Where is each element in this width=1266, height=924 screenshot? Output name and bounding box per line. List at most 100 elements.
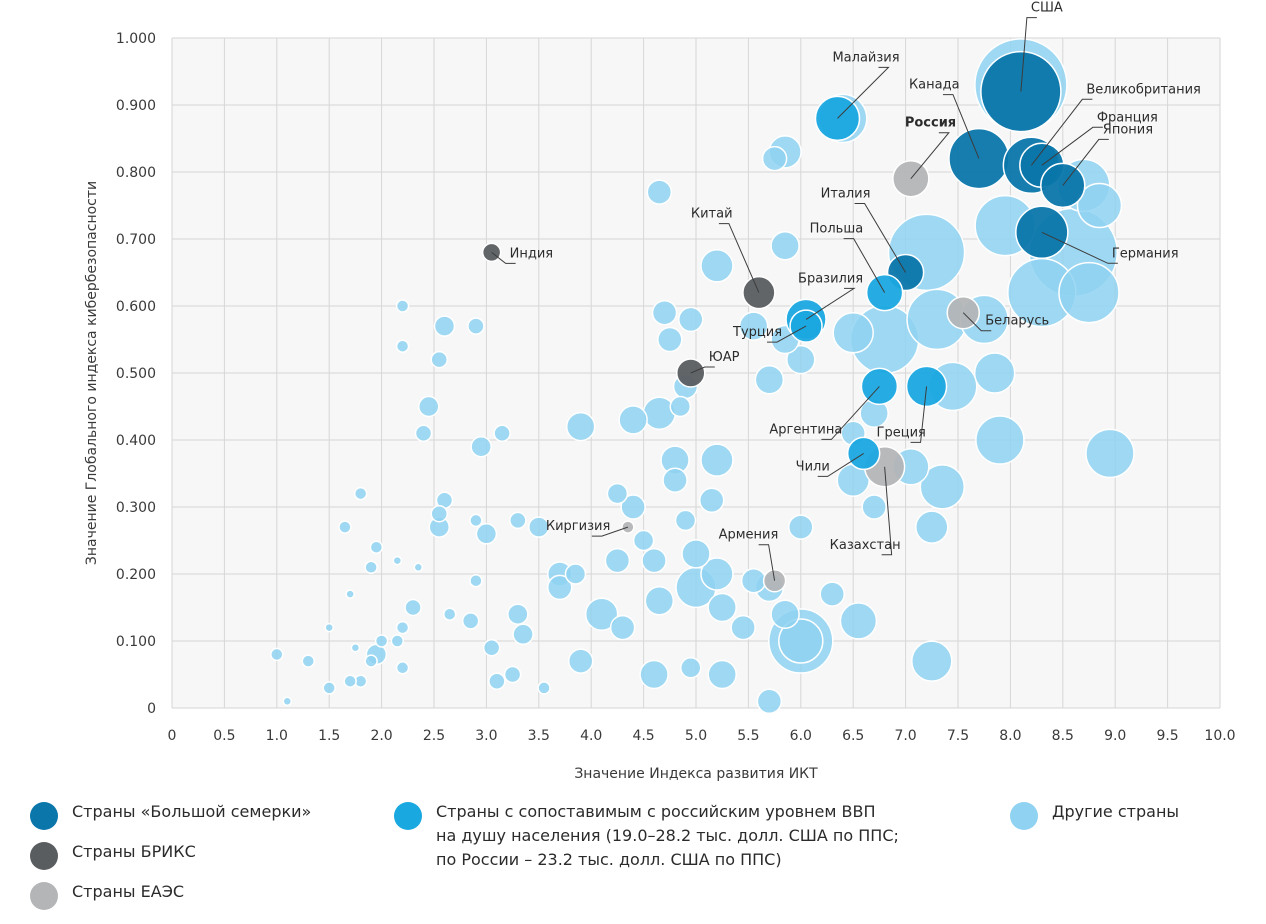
bubble-other <box>467 317 485 335</box>
x-tick-label: 9.5 <box>1156 728 1178 744</box>
bubble-other <box>469 573 483 588</box>
bubble-other <box>911 640 953 682</box>
callout-label: Россия <box>905 116 956 131</box>
bubble-other <box>754 364 785 395</box>
callout-leader <box>491 252 516 264</box>
x-tick-label: 2.5 <box>423 728 445 744</box>
callout-leader <box>881 466 893 556</box>
bubble-other <box>975 415 1025 465</box>
y-tick-label: 1.000 <box>116 31 156 47</box>
callout-leader <box>591 526 629 537</box>
bubble-other <box>778 618 824 664</box>
bubble-other <box>395 339 410 353</box>
legend-label-comparable: Страны с сопоставимым с российским уровн… <box>436 802 899 869</box>
callout-leader <box>817 452 864 477</box>
bubble-other <box>788 514 814 540</box>
callout-leader <box>1062 138 1109 186</box>
callout-label: Китай <box>691 207 733 222</box>
bubble-other <box>461 612 480 630</box>
callout-label: Малайзия <box>832 50 899 65</box>
callout-label: Германия <box>1112 246 1179 261</box>
bubble-other <box>681 539 711 569</box>
callout-label: Индия <box>510 246 553 261</box>
callout-label: Япония <box>1103 122 1153 137</box>
bubble-other <box>418 395 440 418</box>
callout-leader <box>837 66 890 119</box>
callout-leader <box>1041 231 1118 264</box>
x-tick-label: 3.0 <box>475 728 497 744</box>
bubble-other <box>915 510 949 544</box>
bubble-other <box>662 467 688 493</box>
bubble-other <box>343 674 357 688</box>
bubble-other <box>414 424 433 443</box>
callout-label: Италия <box>821 187 871 202</box>
callout-label: Великобритания <box>1086 82 1201 97</box>
legend-item-g7: Страны «Большой семерки» <box>30 800 311 830</box>
callout-label: Бразилия <box>798 271 863 286</box>
callout-leader <box>690 366 715 374</box>
bubble-other <box>584 597 619 631</box>
bubble-other <box>618 405 648 435</box>
x-tick-label: 6.5 <box>842 728 864 744</box>
bubble-other <box>374 634 389 648</box>
bubble-other <box>369 540 384 554</box>
bubble-other <box>674 509 697 532</box>
callout-leader <box>767 325 807 343</box>
grid-lines <box>171 37 1221 709</box>
bubble-other <box>282 696 293 707</box>
x-tick-label: 4.5 <box>632 728 654 744</box>
callout-leader <box>718 223 760 293</box>
callout-label: Франция <box>1097 110 1158 125</box>
bubble-other <box>657 326 683 353</box>
x-axis-label: Значение Индекса развития ИКТ <box>574 766 818 782</box>
bubble-other <box>395 620 410 635</box>
bubble-other <box>680 657 702 679</box>
bubble-other <box>698 487 725 514</box>
bubble-other <box>364 654 378 668</box>
x-tick-label: 6.0 <box>790 728 812 744</box>
callout-label: Канада <box>909 78 960 93</box>
bubble-other <box>547 574 573 601</box>
legend-item-brics: Страны БРИКС <box>30 840 196 870</box>
bubble-other <box>338 520 352 534</box>
callout-leader <box>758 544 776 581</box>
bubble-other <box>861 494 887 520</box>
y-tick-label: 0 <box>147 701 156 717</box>
legend-dot-comparable <box>394 802 422 830</box>
bubble-other <box>390 634 405 648</box>
bubble-other <box>430 350 448 369</box>
bubble-other <box>700 443 734 477</box>
bubble-other <box>503 665 522 684</box>
bubble-other <box>433 315 456 337</box>
bubble-other <box>470 435 492 458</box>
x-tick-label: 1.0 <box>266 728 288 744</box>
bubble-other <box>1085 428 1135 479</box>
legend-item-eaeu: Страны ЕАЭС <box>30 880 184 910</box>
legend-item-comparable: Страны с сопоставимым с российским уровн… <box>394 800 899 872</box>
x-tick-label: 9.0 <box>1104 728 1126 744</box>
bubble-other <box>565 411 596 442</box>
bubble-other <box>832 312 874 354</box>
x-tick-label: 8.5 <box>1052 728 1074 744</box>
legend-label-brics: Страны БРИКС <box>72 842 196 861</box>
x-tick-label: 10.0 <box>1204 728 1235 744</box>
bubble-other <box>646 179 673 205</box>
legend-dot-eaeu <box>30 882 58 910</box>
y-tick-label: 0.500 <box>116 366 156 382</box>
callout-leader <box>1041 126 1103 166</box>
bubble-other <box>707 592 737 623</box>
bubble-other <box>413 562 424 573</box>
y-axis-ticks: 0 0.100 0.200 0.300 0.400 0.500 0.600 0.700 0.80… <box>116 31 156 717</box>
callout-label: США <box>1031 1 1063 16</box>
legend-dot-g7 <box>30 802 58 830</box>
callout-leader <box>821 386 880 440</box>
bubble-other <box>512 623 534 646</box>
callout-label: Турция <box>732 325 782 340</box>
x-tick-label: 0 <box>168 728 177 744</box>
callout-label: Греция <box>877 425 926 440</box>
bubble-other <box>639 659 669 690</box>
y-tick-label: 0.400 <box>116 433 156 449</box>
x-tick-label: 7.0 <box>894 728 916 744</box>
bubble-other <box>350 642 361 653</box>
bubble-other <box>604 547 631 574</box>
